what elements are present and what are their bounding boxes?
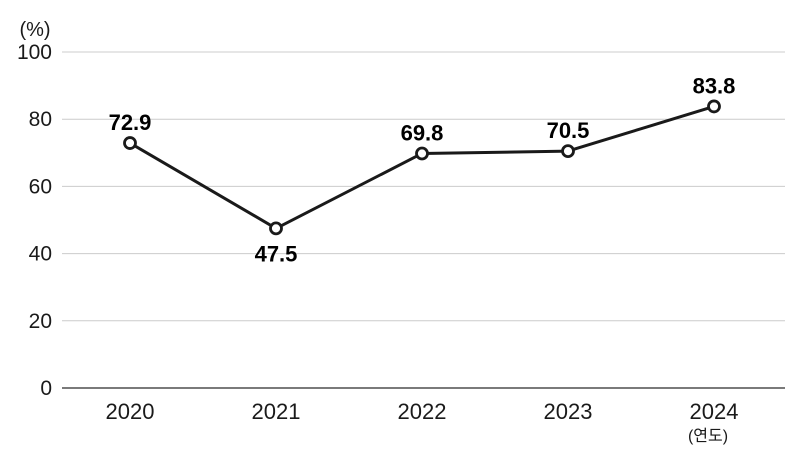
x-tick-label: 2023 [544,399,593,424]
x-tick-label: 2022 [398,399,447,424]
data-point-marker [415,146,429,161]
data-point-label: 72.9 [109,110,152,135]
data-point-marker [269,221,283,236]
y-tick-label: 0 [40,377,52,400]
data-point-label: 69.8 [401,120,444,145]
x-axis-note: (연도) [688,427,728,445]
data-point-label: 70.5 [547,118,590,143]
y-tick-label: 100 [17,41,52,64]
y-tick-label: 80 [29,108,52,131]
x-tick-label: 2024 [690,399,739,424]
y-tick-label: 40 [29,243,52,266]
x-tick-label: 2020 [106,399,155,424]
data-point-marker [561,144,575,159]
y-axis-unit-label: (%) [19,19,50,41]
data-point-label: 83.8 [693,73,736,98]
data-point-label: 47.5 [255,241,298,266]
y-tick-label: 20 [29,310,52,333]
data-point-marker [707,99,721,114]
x-tick-label: 2021 [252,399,301,424]
data-point-marker [123,136,137,150]
y-tick-label: 60 [29,175,52,198]
